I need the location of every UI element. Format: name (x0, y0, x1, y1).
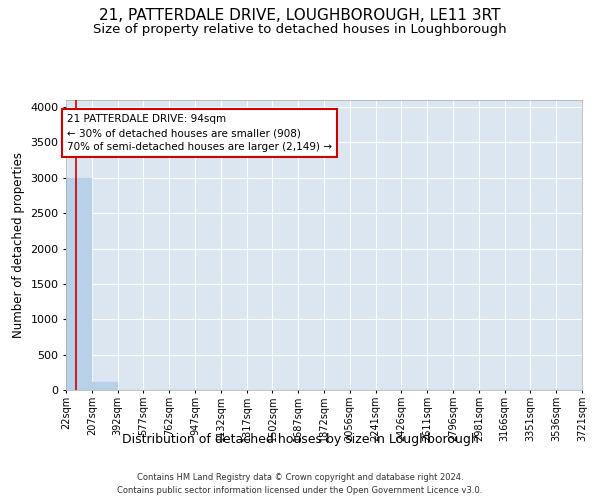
Text: 21 PATTERDALE DRIVE: 94sqm
← 30% of detached houses are smaller (908)
70% of sem: 21 PATTERDALE DRIVE: 94sqm ← 30% of deta… (67, 114, 332, 152)
Bar (66, 178, 92, 390)
Y-axis label: Number of detached properties: Number of detached properties (11, 152, 25, 338)
Text: Size of property relative to detached houses in Loughborough: Size of property relative to detached ho… (93, 22, 507, 36)
Bar (92, 382, 118, 390)
Text: Distribution of detached houses by size in Loughborough: Distribution of detached houses by size … (122, 432, 478, 446)
Text: 21, PATTERDALE DRIVE, LOUGHBOROUGH, LE11 3RT: 21, PATTERDALE DRIVE, LOUGHBOROUGH, LE11… (99, 8, 501, 22)
Text: Contains HM Land Registry data © Crown copyright and database right 2024.
Contai: Contains HM Land Registry data © Crown c… (118, 473, 482, 495)
